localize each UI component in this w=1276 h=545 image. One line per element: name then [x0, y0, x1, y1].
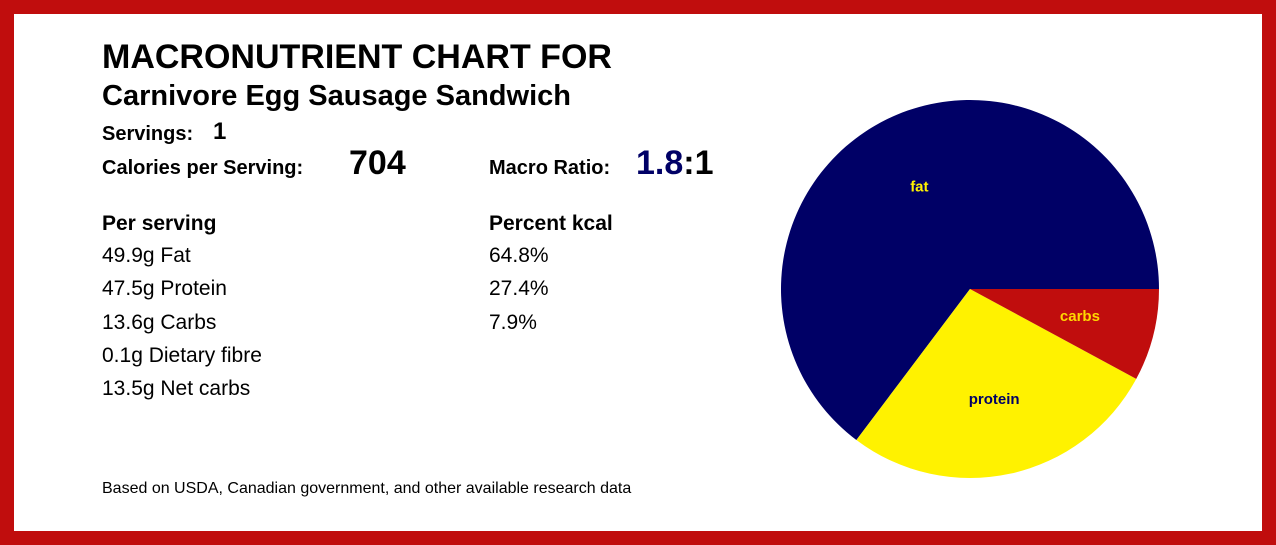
percent-value: 7.9%	[489, 310, 537, 334]
servings: 1	[213, 118, 227, 145]
nutrient-row: 0.1g Dietary fibre	[102, 343, 262, 367]
slice-label: carbs	[1060, 308, 1100, 325]
nutrient-row: 49.9g Fat	[102, 244, 191, 267]
pie-slice	[970, 289, 1159, 379]
ratio: 1.8:1	[636, 146, 714, 180]
percent-heading: Percent kcal	[489, 212, 613, 235]
ratio-suffix: :1	[683, 144, 714, 182]
pie-slice	[780, 100, 1159, 441]
servings-label: Servings:	[102, 123, 194, 145]
ratio-label: Macro Ratio:	[489, 157, 611, 179]
nutrient-row: 13.5g Net carbs	[102, 377, 251, 401]
ratio-value: 1.8	[636, 144, 684, 182]
calories: 704	[349, 144, 406, 182]
footer: Based on USDA, Canadian government, and …	[102, 480, 632, 497]
percent-value: 64.8%	[489, 244, 549, 267]
per-serving-heading: Per serving	[102, 212, 217, 235]
recipe-name: Carnivore Egg Sausage Sandwich	[102, 80, 571, 112]
slice-label: fat	[910, 179, 928, 196]
title: MACRONUTRIENT CHART FOR	[102, 38, 612, 76]
nutrient-row: 13.6g Carbs	[102, 310, 217, 334]
pie-slice	[856, 289, 1137, 478]
calories-label: Calories per Serving:	[102, 157, 304, 179]
nutrient-row: 47.5g Protein	[102, 277, 227, 301]
slice-label: protein	[969, 391, 1020, 408]
percent-value: 27.4%	[489, 277, 549, 301]
